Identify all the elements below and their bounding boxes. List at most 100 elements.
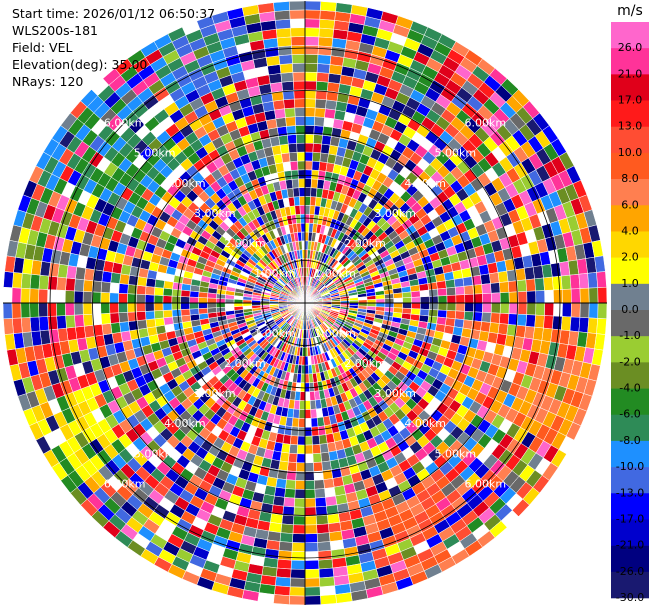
velocity-gate — [207, 297, 217, 304]
velocity-gate — [294, 116, 306, 126]
velocity-gate — [73, 290, 84, 304]
velocity-gate — [294, 98, 306, 109]
velocity-gate — [101, 323, 113, 336]
velocity-gate — [277, 424, 286, 435]
velocity-gate — [428, 302, 439, 311]
velocity-gate — [310, 408, 318, 419]
velocity-gate — [100, 281, 111, 294]
velocity-gate — [515, 325, 527, 339]
velocity-gate — [462, 276, 474, 287]
range-ring-label: 6.00km — [465, 117, 507, 130]
velocity-gate — [561, 288, 572, 304]
colorbar-swatch — [611, 152, 649, 180]
velocity-gate — [189, 296, 199, 304]
velocity-gate — [309, 399, 317, 410]
velocity-gate — [290, 27, 306, 38]
velocity-gate — [327, 513, 341, 525]
velocity-gate — [544, 302, 554, 317]
velocity-gate — [453, 277, 465, 288]
velocity-gate — [587, 317, 598, 334]
velocity-gate — [162, 302, 173, 311]
velocity-gate — [499, 302, 510, 314]
velocity-gate — [312, 444, 322, 455]
velocity-gate — [278, 460, 289, 472]
velocity-gate — [304, 373, 310, 384]
velocity-gate — [280, 523, 294, 534]
velocity-gate — [313, 461, 323, 472]
velocity-gate — [154, 317, 165, 327]
velocity-gate — [278, 134, 289, 146]
velocity-gate — [419, 308, 430, 317]
velocity-gate — [534, 314, 545, 329]
velocity-gate — [304, 196, 311, 206]
velocity-gate — [316, 416, 325, 427]
velocity-gate — [384, 302, 395, 308]
colorbar-swatch — [611, 126, 649, 154]
velocity-gate — [304, 160, 313, 171]
velocity-gate — [287, 134, 297, 145]
velocity-gate — [480, 321, 491, 333]
colorbar-tick-label: 2.0 — [621, 251, 639, 264]
velocity-gate — [318, 27, 335, 39]
velocity-gate — [560, 274, 572, 290]
velocity-gate — [281, 80, 295, 92]
velocity-gate — [304, 80, 317, 91]
velocity-gate — [83, 267, 95, 281]
colorbar-swatch — [611, 257, 649, 285]
velocity-gate — [304, 533, 318, 544]
velocity-gate — [292, 62, 306, 73]
velocity-gate — [298, 409, 306, 419]
range-ring-label: 4.00km — [164, 177, 206, 190]
velocity-gate — [488, 322, 500, 334]
velocity-gate — [288, 452, 298, 463]
velocity-gate — [275, 117, 287, 128]
colorbar-tick-label: 0.0 — [621, 303, 639, 316]
velocity-gate — [294, 489, 306, 499]
velocity-gate — [288, 0, 306, 11]
velocity-gate — [490, 282, 501, 294]
velocity-gate — [296, 453, 306, 464]
velocity-gate — [275, 567, 292, 579]
velocity-gate — [462, 319, 474, 330]
velocity-gate — [445, 279, 456, 289]
velocity-gate — [274, 585, 291, 596]
velocity-gate — [596, 271, 607, 288]
velocity-gate — [285, 179, 294, 190]
velocity-gate — [299, 205, 306, 215]
velocity-gate — [297, 160, 306, 171]
velocity-gate — [91, 291, 102, 304]
velocity-gate — [464, 302, 475, 313]
colorbar-tick-label: 13.0 — [618, 120, 643, 133]
velocity-gate — [597, 302, 608, 320]
velocity-gate — [552, 275, 563, 291]
velocity-gate — [294, 497, 306, 508]
velocity-gate — [375, 294, 386, 300]
velocity-gate — [198, 307, 209, 315]
velocity-gate — [101, 270, 113, 283]
velocity-gate — [289, 9, 306, 20]
velocity-gate — [163, 280, 174, 290]
velocity-gate — [516, 279, 528, 293]
velocity-gate — [320, 451, 331, 463]
velocity-gate — [304, 444, 314, 455]
velocity-gate — [288, 151, 298, 162]
velocity-gate — [316, 63, 331, 74]
velocity-gate — [299, 391, 306, 401]
velocity-gate — [594, 333, 606, 351]
velocity-gate — [299, 196, 306, 206]
velocity-gate — [552, 315, 563, 331]
velocity-gate — [110, 272, 122, 284]
velocity-gate — [145, 310, 156, 320]
velocity-gate — [427, 281, 438, 291]
velocity-gate — [328, 450, 339, 462]
velocity-gate — [162, 295, 173, 304]
velocity-gate — [491, 292, 501, 304]
velocity-gate — [198, 297, 208, 304]
velocity-gate — [173, 275, 184, 284]
velocity-gate — [297, 169, 306, 180]
velocity-gate — [100, 312, 111, 325]
velocity-gate — [526, 302, 537, 316]
velocity-gate — [136, 285, 147, 295]
range-ring-label: 1.00km — [314, 327, 356, 340]
velocity-gate — [275, 478, 287, 489]
